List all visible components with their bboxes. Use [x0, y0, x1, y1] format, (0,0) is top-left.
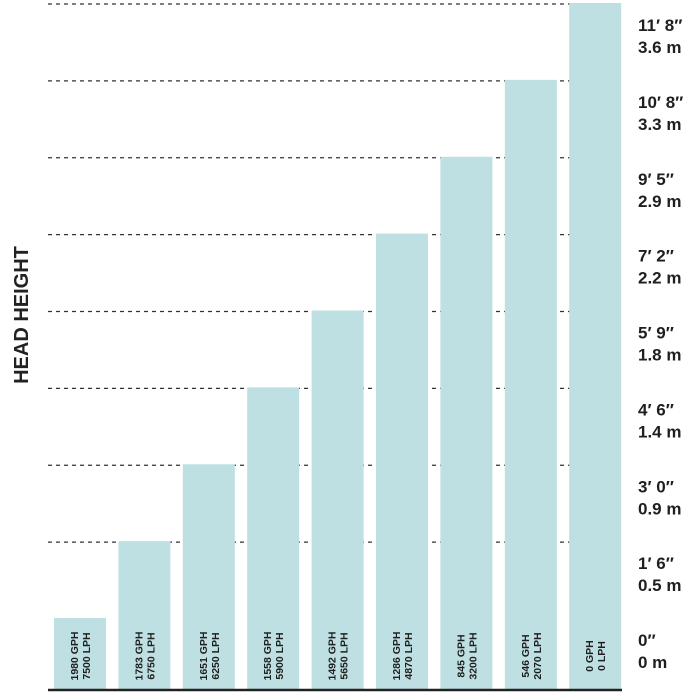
- bar-label-gph: 1286 GPH: [391, 631, 403, 680]
- y-tick-label-ft: 1′ 6″: [638, 554, 674, 573]
- y-tick-label-m: 1.8 m: [638, 346, 681, 365]
- bar-label-gph: 845 GPH: [455, 634, 467, 677]
- bar-label-gph: 0 GPH: [584, 640, 596, 672]
- bar: [376, 233, 428, 690]
- y-tick-label-ft: 3′ 0″: [638, 477, 674, 496]
- bar: [311, 310, 364, 690]
- bar-flow-label: 1980 GPH 7500 LPH: [69, 631, 93, 680]
- y-tick-label-ft: 9′ 5″: [638, 170, 674, 189]
- bar-flow-label: 1558 GPH 5900 LPH: [262, 631, 286, 680]
- y-tick-label-m: 2.9 m: [638, 192, 681, 211]
- y-tick-label-m: 1.4 m: [638, 422, 681, 441]
- bar-label-gph: 1783 GPH: [133, 631, 145, 680]
- y-tick-label-m: 0.9 m: [638, 499, 681, 518]
- bar: [182, 464, 235, 690]
- y-tick-label-m: 2.2 m: [638, 269, 681, 288]
- y-tick-label-m: 0.5 m: [638, 576, 681, 595]
- bar-label-lph: 0 LPH: [596, 641, 608, 671]
- bar-flow-label: 1783 GPH 6750 LPH: [133, 631, 157, 680]
- bar-flow-label: 845 GPH 3200 LPH: [455, 632, 479, 679]
- y-tick-label-ft: 7′ 2″: [638, 247, 674, 266]
- bar-label-gph: 546 GPH: [520, 634, 532, 677]
- bar-flow-label: 1651 GPH 6250 LPH: [198, 631, 222, 680]
- bar-label-lph: 4870 LPH: [403, 632, 415, 679]
- y-tick-label-ft: 5′ 9″: [638, 324, 674, 343]
- bar-label-lph: 2070 LPH: [532, 632, 544, 679]
- bar-label-lph: 7500 LPH: [81, 632, 93, 679]
- bar-label-lph: 5900 LPH: [274, 632, 286, 679]
- y-tick-label-m: 3.6 m: [638, 38, 681, 57]
- bar-label-gph: 1980 GPH: [69, 631, 81, 680]
- bar-flow-label: 0 GPH 0 LPH: [584, 640, 608, 672]
- bar-label-lph: 5650 LPH: [339, 632, 351, 679]
- bar-flow-label: 546 GPH 2070 LPH: [520, 632, 544, 679]
- bars: [54, 3, 622, 690]
- bar: [247, 387, 300, 690]
- bar-label-gph: 1651 GPH: [198, 631, 210, 680]
- y-axis-label: HEAD HEIGHT: [11, 246, 33, 384]
- bar-label-lph: 3200 LPH: [467, 632, 479, 679]
- bar: [54, 618, 106, 690]
- bar: [440, 156, 493, 690]
- bar-label-lph: 6750 LPH: [145, 632, 157, 679]
- y-tick-label-ft: 4′ 6″: [638, 400, 674, 419]
- y-tick-label-ft: 10′ 8″: [638, 93, 683, 112]
- bar-flow-label: 1492 GPH 5650 LPH: [327, 631, 351, 680]
- bar: [569, 3, 622, 690]
- bar-label-lph: 6250 LPH: [210, 632, 222, 679]
- bar: [504, 79, 557, 690]
- bar-flow-label: 1286 GPH 4870 LPH: [391, 631, 415, 680]
- y-tick-labels: 0″ 0 m 1′ 6″ 0.5 m 3′ 0″ 0.9 m 4′ 6″ 1.4 m 5′ 9″…: [638, 16, 683, 672]
- y-tick-label-m: 0 m: [638, 653, 667, 672]
- bar-label-gph: 1492 GPH: [327, 631, 339, 680]
- y-tick-label-m: 3.3 m: [638, 115, 681, 134]
- bar: [118, 541, 171, 690]
- bar-flow-labels: 1980 GPH 7500 LPH 1783 GPH 6750 LPH 1651 GPH…: [69, 631, 608, 680]
- y-tick-label-ft: 11′ 8″: [638, 16, 682, 35]
- bar-label-gph: 1558 GPH: [262, 631, 274, 680]
- y-tick-label-ft: 0″: [638, 631, 656, 650]
